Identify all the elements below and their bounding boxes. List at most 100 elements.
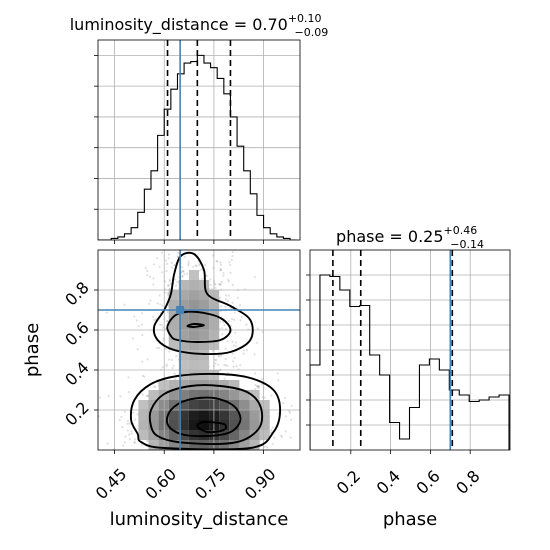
density-cell (158, 420, 169, 430)
density-cell (199, 400, 210, 410)
density-sample-point (128, 438, 131, 441)
density-sample-point (263, 396, 266, 399)
density-sample-point (215, 358, 218, 362)
density-cell (178, 390, 189, 400)
density-sample-point (183, 255, 186, 259)
density-sample-point (165, 365, 168, 368)
density-sample-point (176, 281, 179, 284)
density-cell (168, 430, 179, 440)
density-cell (188, 280, 199, 290)
density-cell (158, 440, 169, 450)
density-sample-point (219, 283, 222, 286)
density-sample-point (256, 327, 259, 330)
density-sample-point (236, 296, 240, 299)
density-sample-point (126, 422, 129, 425)
density-sample-point (164, 348, 167, 351)
density-sample-point (148, 302, 151, 305)
density-cell (158, 380, 169, 390)
density-cell (168, 300, 179, 310)
x-axis-label-luminosity-distance: luminosity_distance (110, 509, 289, 530)
density-sample-point (234, 341, 237, 344)
density-sample-point (144, 267, 147, 270)
density-ytick-label: 0.2 (61, 398, 92, 429)
density-sample-point (106, 442, 109, 445)
density-sample-point (194, 264, 197, 267)
density-sample-point (224, 298, 227, 301)
density-sample-point (231, 301, 234, 304)
density-cell (239, 390, 250, 400)
density-sample-point (175, 355, 178, 358)
density-sample-point (187, 264, 190, 267)
density-sample-point (168, 358, 171, 361)
density-sample-point (229, 271, 232, 274)
density-sample-point (218, 355, 221, 358)
density-cell (199, 410, 210, 420)
density-cell (168, 330, 179, 340)
density-sample-point (176, 255, 179, 258)
density-truth-marker (176, 306, 185, 314)
density-sample-point (137, 325, 140, 328)
density-sample-point (302, 429, 304, 431)
phase-title-minus: −0.14 (450, 238, 484, 251)
density-cell (168, 380, 179, 390)
density-sample-point (227, 294, 230, 297)
density-cell (178, 290, 189, 300)
density-cell (249, 400, 260, 410)
density-sample-point (180, 270, 183, 273)
density-cell (259, 410, 270, 420)
density-sample-point (121, 425, 124, 429)
luminosity-distance-title-param: luminosity_distance (70, 15, 229, 35)
density-sample-point (132, 411, 135, 414)
density-cell (219, 400, 230, 410)
density-sample-point (141, 333, 144, 337)
luminosity-distance-title-value: 0.70 (252, 15, 288, 34)
density-sample-point (290, 404, 293, 407)
density-sample-point (105, 311, 108, 314)
density-sample-point (245, 349, 248, 352)
density-sample-point (152, 283, 155, 286)
density-sample-point (153, 385, 156, 388)
density-sample-point (318, 402, 320, 404)
density-sample-point (118, 418, 121, 421)
density-cell (239, 420, 250, 430)
x-axis-label-phase: phase (383, 509, 437, 530)
density-sample-point (99, 396, 102, 399)
density-contour-middle (148, 384, 264, 446)
density-sample-point (214, 283, 217, 286)
density-cell (158, 410, 169, 420)
density-sample-point (233, 311, 236, 314)
density-sample-point (256, 385, 259, 388)
phase-xtick-label: 0.2 (333, 466, 364, 497)
luminosity-distance-title: luminosity_distance = 0.70+0.10 −0.09 (70, 12, 329, 39)
phase-histogram (310, 274, 510, 450)
density-sample-point (123, 441, 126, 444)
luminosity-distance-marginal-grid (98, 40, 300, 240)
density-sample-point (199, 268, 203, 271)
density-sample-point (128, 422, 131, 425)
density-sample-point (226, 278, 229, 281)
density-cell (138, 400, 149, 410)
density-sample-point (271, 426, 274, 429)
density-sample-point (219, 261, 222, 264)
density-sample-point (219, 269, 222, 272)
density-sample-point (131, 337, 134, 340)
density-sample-point (158, 346, 161, 350)
density-sample-point (227, 320, 231, 323)
density-cell (168, 310, 179, 320)
density-sample-point (228, 261, 231, 264)
luminosity-distance-marginal-panel: luminosity_distance = 0.70+0.10 −0.09 (70, 12, 329, 244)
density-sample-point (170, 261, 173, 265)
density-sample-point (256, 385, 259, 388)
phase-marginal-frame (309, 249, 511, 451)
density-sample-point (211, 349, 214, 352)
density-cell (168, 420, 179, 430)
density-sample-point (143, 375, 146, 378)
density-cell (148, 410, 159, 420)
density-sample-point (182, 269, 185, 273)
density-cell (168, 290, 179, 300)
density-cell (188, 310, 199, 320)
density-cell (219, 380, 230, 390)
density-sample-point (222, 274, 225, 277)
density-sample-point (153, 318, 156, 322)
density-cell (188, 320, 199, 330)
